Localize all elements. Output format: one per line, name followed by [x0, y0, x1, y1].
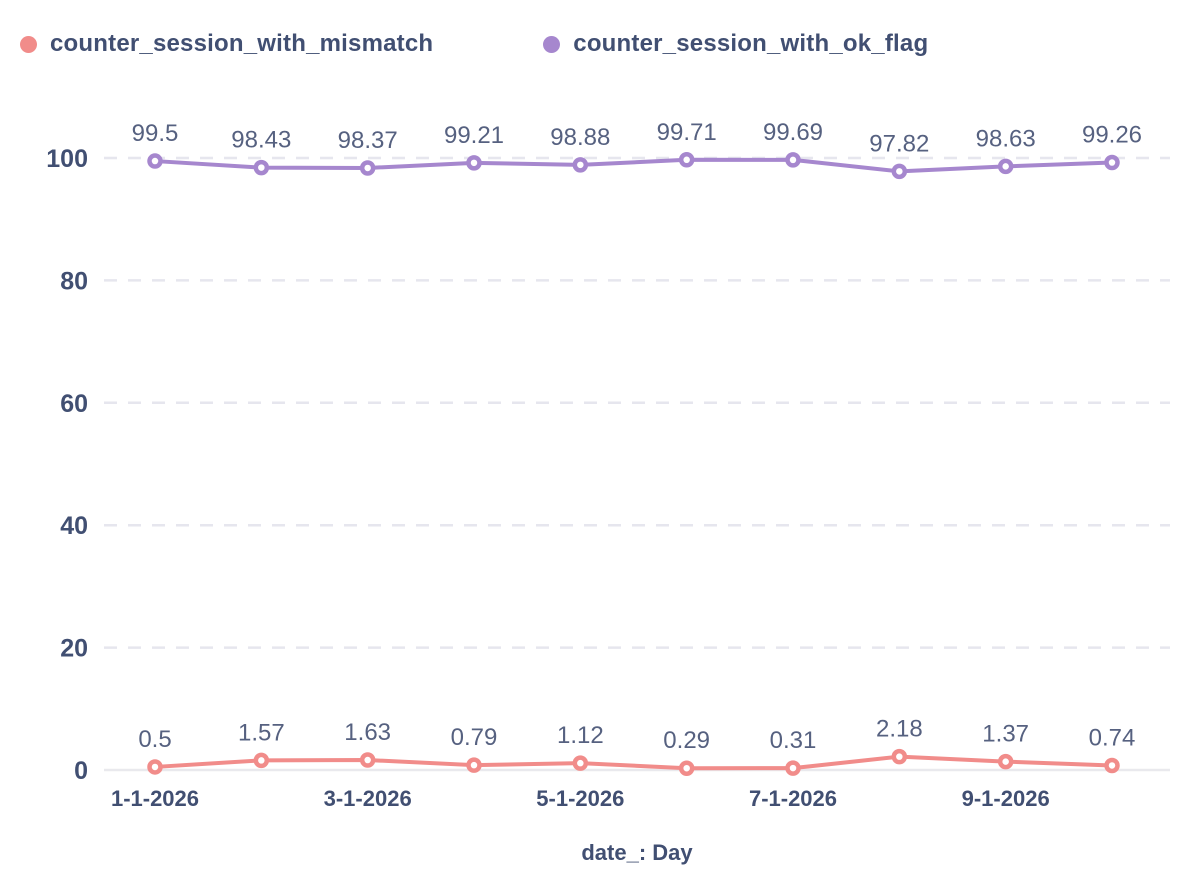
data-point-label: 0.29	[663, 727, 710, 754]
data-point-label: 97.82	[869, 130, 929, 157]
legend-item-ok-flag[interactable]: counter_session_with_ok_flag	[543, 30, 928, 58]
data-point-label: 99.21	[444, 122, 504, 149]
data-point[interactable]	[466, 155, 482, 171]
data-point[interactable]	[891, 163, 908, 180]
legend-label-mismatch: counter_session_with_mismatch	[50, 30, 434, 57]
data-point[interactable]	[678, 760, 695, 776]
x-tick-label: 9-1-2026	[962, 786, 1050, 811]
y-tick-label: 60	[60, 390, 88, 418]
x-axis-title: date_: Day	[581, 840, 693, 865]
data-point[interactable]	[678, 152, 695, 168]
data-point-label: 1.37	[982, 721, 1029, 748]
data-point[interactable]	[466, 757, 482, 773]
data-point-label: 98.63	[976, 125, 1036, 152]
data-point-label: 1.63	[344, 719, 391, 746]
data-point-label: 99.69	[763, 119, 823, 146]
data-point-label: 2.18	[876, 716, 923, 743]
data-point-label: 0.74	[1089, 724, 1136, 751]
legend-dot-mismatch-icon	[20, 35, 37, 53]
legend-dot-ok-flag-icon	[543, 35, 561, 53]
y-tick-label: 40	[60, 512, 88, 540]
data-point[interactable]	[147, 759, 163, 775]
y-tick-label: 20	[60, 635, 88, 663]
data-point[interactable]	[572, 755, 589, 771]
data-point[interactable]	[997, 753, 1014, 770]
data-point-label: 0.79	[451, 724, 498, 751]
data-point[interactable]	[359, 752, 376, 768]
data-point[interactable]	[891, 748, 908, 765]
data-point-label: 98.43	[231, 127, 291, 154]
data-point-label: 0.5	[138, 726, 171, 753]
series-line-counter_session_with_mismatch	[153, 754, 1114, 771]
data-point[interactable]	[1104, 154, 1120, 171]
y-tick-label: 80	[60, 267, 88, 295]
data-point-label: 1.12	[557, 722, 604, 749]
data-point[interactable]	[359, 160, 376, 176]
legend-item-mismatch[interactable]: counter_session_with_mismatch	[20, 30, 433, 58]
y-tick-label: 100	[46, 145, 88, 173]
data-point-label: 99.71	[657, 119, 717, 146]
data-point-label: 99.5	[132, 120, 179, 147]
data-point-label: 98.37	[338, 127, 398, 154]
data-point-label: 98.88	[550, 124, 610, 151]
data-point[interactable]	[253, 159, 270, 176]
data-point[interactable]	[572, 157, 589, 173]
data-point-label: 0.31	[770, 727, 817, 754]
data-point-label: 1.57	[238, 719, 285, 746]
data-point[interactable]	[785, 760, 801, 776]
y-tick-label: 0	[74, 757, 88, 785]
chart-legend: counter_session_with_mismatch counter_se…	[20, 30, 928, 58]
series-line-counter_session_with_ok_flag	[153, 157, 1114, 174]
data-point[interactable]	[147, 153, 163, 169]
data-point-label: 99.26	[1082, 122, 1142, 149]
x-tick-label: 3-1-2026	[324, 786, 412, 811]
legend-label-ok-flag: counter_session_with_ok_flag	[573, 30, 929, 57]
data-point[interactable]	[997, 158, 1014, 175]
data-point[interactable]	[253, 752, 270, 769]
x-tick-label: 1-1-2026	[111, 786, 199, 811]
data-point[interactable]	[1104, 757, 1120, 774]
x-tick-label: 5-1-2026	[536, 786, 624, 811]
x-tick-label: 7-1-2026	[749, 786, 837, 811]
data-point[interactable]	[785, 152, 801, 168]
